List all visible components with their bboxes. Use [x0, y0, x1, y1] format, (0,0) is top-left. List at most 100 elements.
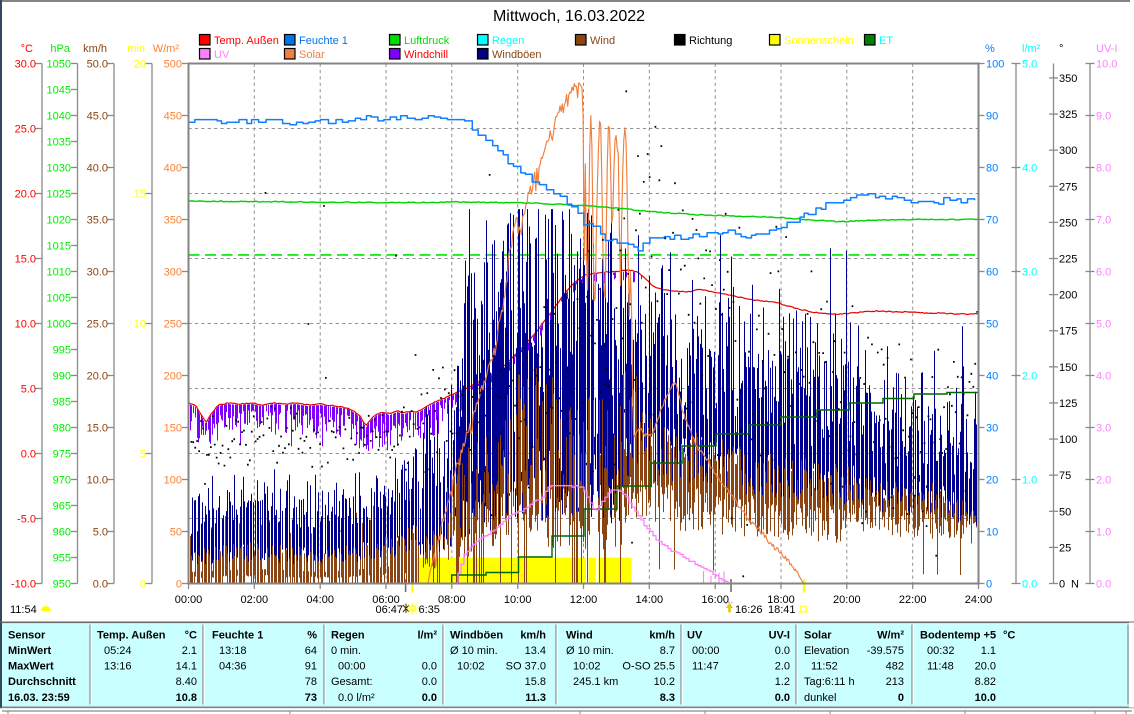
svg-text:20: 20 [986, 475, 998, 487]
svg-text:275: 275 [1059, 181, 1077, 193]
svg-text:10.0: 10.0 [15, 319, 36, 331]
svg-text:km/h: km/h [83, 43, 107, 55]
svg-text:1010: 1010 [47, 267, 71, 279]
svg-text:0 min.: 0 min. [331, 645, 361, 657]
svg-text:10.0: 10.0 [1096, 59, 1117, 71]
svg-text:Solar: Solar [804, 630, 832, 642]
svg-text:Windböen: Windböen [450, 630, 503, 642]
svg-text:5.0: 5.0 [1096, 319, 1111, 331]
svg-text:08:00: 08:00 [438, 594, 466, 606]
svg-text:5.0: 5.0 [21, 384, 36, 396]
svg-text:Luftdruck: Luftdruck [404, 35, 450, 47]
svg-text:90: 90 [986, 111, 998, 123]
svg-text:960: 960 [53, 527, 71, 539]
svg-text:10: 10 [986, 527, 998, 539]
svg-text:300: 300 [164, 267, 182, 279]
svg-text:200: 200 [164, 371, 182, 383]
svg-text:04:36: 04:36 [219, 661, 247, 673]
svg-text:0.0: 0.0 [1022, 579, 1037, 591]
svg-text:15.0: 15.0 [15, 254, 36, 266]
svg-text:11:52: 11:52 [811, 661, 838, 673]
svg-text:Sensor: Sensor [8, 630, 46, 642]
svg-text:500: 500 [164, 59, 182, 71]
svg-text:30: 30 [986, 423, 998, 435]
svg-text:Feuchte 1: Feuchte 1 [299, 35, 348, 47]
svg-text:5.0: 5.0 [93, 527, 108, 539]
svg-text:Regen: Regen [331, 630, 365, 642]
svg-text:1050: 1050 [47, 59, 71, 71]
svg-text:8.40: 8.40 [176, 676, 197, 688]
svg-text:2.1: 2.1 [182, 645, 197, 657]
svg-text:1045: 1045 [47, 85, 71, 97]
svg-text:MinWert: MinWert [8, 645, 52, 657]
svg-text:15.0: 15.0 [87, 423, 108, 435]
svg-text:02:00: 02:00 [241, 594, 269, 606]
svg-text:10.0: 10.0 [975, 692, 996, 704]
svg-text:10:02: 10:02 [457, 661, 485, 673]
svg-text:64: 64 [305, 645, 317, 657]
svg-text:975: 975 [53, 449, 71, 461]
svg-text:8.3: 8.3 [660, 692, 675, 704]
svg-text:955: 955 [53, 553, 71, 565]
svg-text:Wind: Wind [566, 630, 593, 642]
svg-text:10.8: 10.8 [176, 692, 197, 704]
svg-text:Temp. Außen: Temp. Außen [214, 35, 279, 47]
svg-text:350: 350 [164, 215, 182, 227]
svg-text:245.1 km: 245.1 km [573, 676, 618, 688]
svg-text:14:00: 14:00 [636, 594, 664, 606]
svg-text:N: N [1071, 579, 1079, 591]
svg-text:1.1: 1.1 [981, 645, 996, 657]
svg-text:6.0: 6.0 [1096, 267, 1111, 279]
svg-text:Solar: Solar [299, 49, 325, 61]
svg-text:15: 15 [134, 189, 146, 201]
svg-text:Regen: Regen [492, 35, 524, 47]
svg-text:1.0: 1.0 [1022, 475, 1037, 487]
svg-text:Feuchte 1: Feuchte 1 [212, 630, 263, 642]
svg-text:20: 20 [134, 59, 146, 71]
svg-text:22:00: 22:00 [899, 594, 927, 606]
svg-text:0.0: 0.0 [21, 449, 36, 461]
svg-text:8.7: 8.7 [660, 645, 675, 657]
svg-text:18:41: 18:41 [768, 604, 796, 616]
svg-text:%: % [985, 43, 995, 55]
svg-text:15.8: 15.8 [525, 676, 546, 688]
svg-text:0.0: 0.0 [422, 676, 437, 688]
svg-text:20.0: 20.0 [87, 371, 108, 383]
svg-text:10.0: 10.0 [87, 475, 108, 487]
svg-text:3.0: 3.0 [1096, 423, 1111, 435]
svg-text:0: 0 [140, 579, 146, 591]
svg-text:1040: 1040 [47, 111, 71, 123]
svg-text:0.0 l/m²: 0.0 l/m² [338, 692, 375, 704]
svg-text:125: 125 [1059, 398, 1077, 410]
svg-text:dunkel: dunkel [804, 692, 836, 704]
svg-text:06:47: 06:47 [375, 604, 403, 616]
svg-text:45.0: 45.0 [87, 111, 108, 123]
svg-text:13:18: 13:18 [219, 645, 247, 657]
svg-text:1.0: 1.0 [1096, 527, 1111, 539]
svg-text:0.0: 0.0 [775, 692, 790, 704]
svg-text:1035: 1035 [47, 137, 71, 149]
svg-text:20.0: 20.0 [15, 189, 36, 201]
svg-text:25.0: 25.0 [15, 124, 36, 136]
svg-text:°C: °C [1003, 630, 1015, 642]
svg-text:-39.575: -39.575 [867, 645, 904, 657]
svg-text:MaxWert: MaxWert [8, 661, 54, 673]
svg-text:0.0: 0.0 [93, 579, 108, 591]
svg-text:175: 175 [1059, 326, 1077, 338]
svg-text:50: 50 [170, 527, 182, 539]
svg-text:1025: 1025 [47, 189, 71, 201]
svg-text:05:24: 05:24 [104, 645, 132, 657]
svg-text:0: 0 [176, 579, 182, 591]
svg-text:UV: UV [687, 630, 703, 642]
svg-text:970: 970 [53, 475, 71, 487]
svg-text:14.1: 14.1 [176, 661, 197, 673]
svg-text:°C: °C [185, 630, 197, 642]
svg-text:UV-I: UV-I [1096, 43, 1117, 55]
svg-text:100: 100 [164, 475, 182, 487]
svg-text:1.2: 1.2 [775, 676, 790, 688]
svg-text:10:02: 10:02 [573, 661, 601, 673]
svg-text:l/m²: l/m² [417, 630, 437, 642]
svg-text:6:35: 6:35 [419, 604, 440, 616]
svg-text:16:00: 16:00 [701, 594, 729, 606]
svg-text:78: 78 [305, 676, 317, 688]
